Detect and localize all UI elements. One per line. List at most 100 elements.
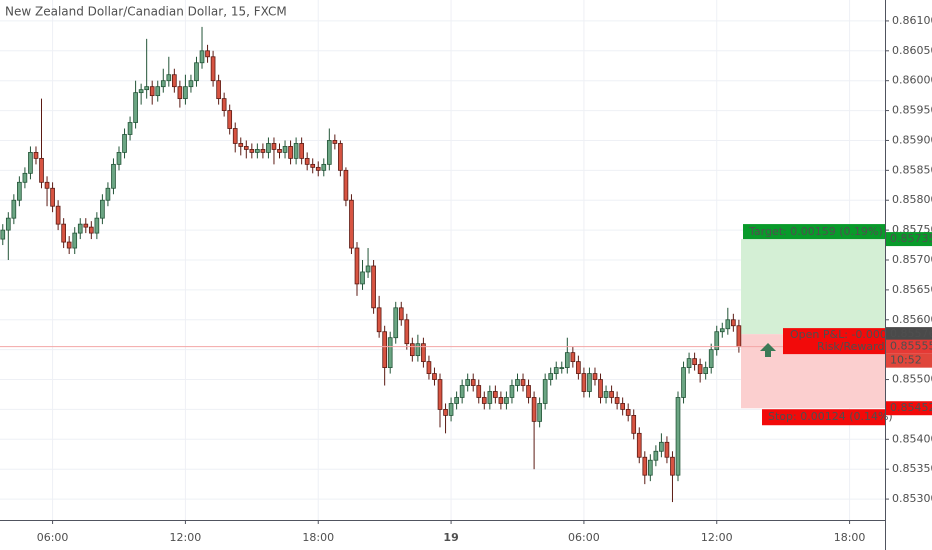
candle-body [221,98,227,111]
candle-body [277,149,282,153]
candle-body [670,456,675,476]
candle-body [576,361,581,374]
candle-body [675,397,681,476]
candle-body [28,152,33,174]
candle-body [703,367,709,374]
candle-body [266,143,271,153]
candle-body [315,166,321,171]
candle-body [205,50,210,58]
candle-body [304,157,310,165]
target-label-bg [743,224,885,240]
candle-body [487,391,493,404]
candle-body [88,226,94,234]
stop-price: 0.85452 [890,401,932,414]
candle-body [0,229,6,240]
candle-body [210,56,216,82]
x-tick-label: 06:00 [568,531,600,544]
x-tick-label: 06:00 [37,531,69,544]
candle-body [61,223,66,243]
candle-body [697,364,703,374]
candle-body [725,319,731,330]
candle-body [625,409,631,416]
candle-body [77,223,83,234]
candle-body [216,80,221,100]
candle-body [714,331,720,351]
candle-body [343,169,349,201]
candle-body [227,110,233,129]
candle-body [338,143,343,171]
candle-body [387,337,393,368]
profit-zone [741,239,885,335]
candle-body [459,385,465,398]
candle-body [692,358,697,365]
candle-body [183,86,188,100]
candle-body [719,328,725,333]
candle-body [50,187,55,207]
candle-body [653,450,659,461]
candle-body [288,146,293,159]
candle-body [371,265,376,309]
candle-body [354,247,360,285]
candle-body [448,403,454,416]
candle-body [736,325,742,348]
candle-body [271,143,277,150]
candle-body [620,403,625,410]
candle-body [33,152,39,159]
candle-body [116,152,122,165]
candle-body [415,343,421,357]
candle-body [111,163,116,189]
candle-body [177,86,183,100]
candle-body [199,50,205,64]
candle-body [44,181,50,189]
candle-body [404,319,410,345]
candle-body [376,307,382,333]
candle-body [409,343,415,357]
candle-body [144,86,150,91]
candle-body [454,397,459,404]
countdown: 10:52 [890,354,922,367]
candle-body [138,89,144,94]
x-tick-label: 12:00 [701,531,733,544]
candle-body [194,62,199,82]
candle-body [255,149,260,153]
entry-price: 0.85576 [890,327,932,340]
candle-body [498,397,504,404]
candles [0,26,742,503]
stop-label: Stop: 0.00124 (0.14%) [768,410,893,423]
chart-title: New Zealand Dollar/Canadian Dollar, 15, … [5,5,287,19]
candle-body [293,143,299,159]
candle-body [83,223,89,228]
candle-body [100,199,105,219]
target-label: Target: 0.00159 (0.19%) [748,225,883,238]
candle-body [66,241,72,249]
x-tick-label: 12:00 [170,531,202,544]
candle-body [481,397,487,404]
axes: 0.853000.853500.854000.854500.855000.855… [37,14,932,544]
candle-body [22,172,28,183]
candle-body [122,134,127,153]
candle-body [581,373,587,392]
candle-body [570,352,576,363]
candle-body [504,397,509,404]
stop-label-bg [762,409,885,426]
stop-price-bg [886,401,932,416]
candle-body [470,379,476,386]
grid [0,0,885,520]
candle-body [398,307,404,321]
candle-body [537,403,542,422]
candle-body [127,122,133,135]
candle-body [437,379,443,410]
